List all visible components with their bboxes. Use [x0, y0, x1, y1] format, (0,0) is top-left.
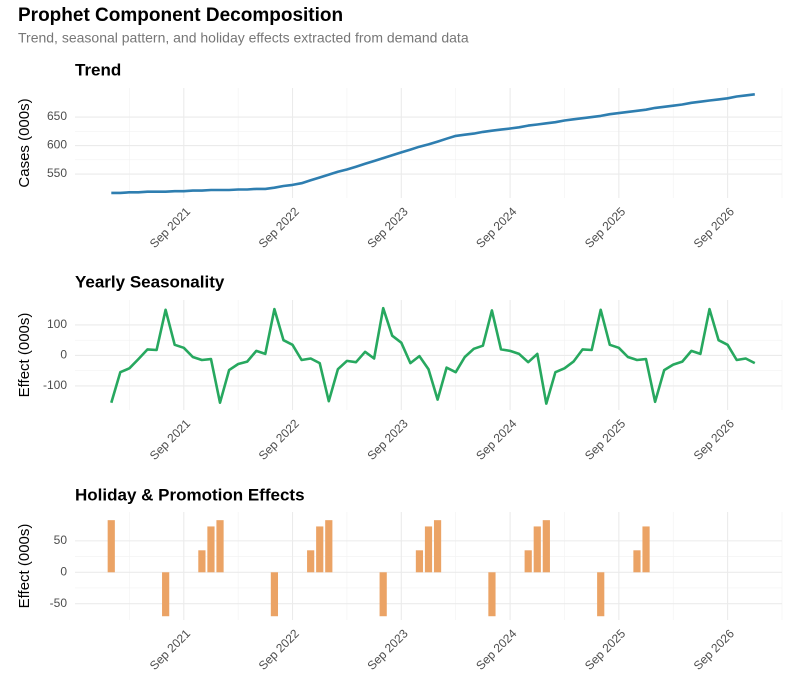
bar — [642, 526, 650, 573]
x-tick-label: Sep 2026 — [691, 416, 737, 462]
bar — [533, 526, 541, 573]
bar — [433, 520, 442, 573]
bar — [488, 572, 496, 617]
y-tick-label: 600 — [47, 138, 67, 152]
x-tick-label: Sep 2021 — [147, 626, 193, 672]
x-tick-label: Sep 2022 — [256, 416, 302, 462]
x-tick-label: Sep 2025 — [582, 204, 628, 250]
x-tick-label: Sep 2021 — [147, 204, 193, 250]
figure-subtitle: Trend, seasonal pattern, and holiday eff… — [18, 30, 469, 46]
panel-title: Holiday & Promotion Effects — [75, 485, 305, 504]
panel-title: Yearly Seasonality — [75, 272, 225, 291]
x-tick-label: Sep 2023 — [364, 626, 410, 672]
trend-line — [111, 93, 755, 195]
y-tick-label: 650 — [47, 109, 67, 123]
x-tick-label: Sep 2022 — [256, 626, 302, 672]
figure-title: Prophet Component Decomposition — [18, 5, 343, 26]
x-tick-label: Sep 2022 — [256, 204, 302, 250]
y-tick-label: 0 — [60, 348, 67, 362]
x-tick-label: Sep 2023 — [364, 416, 410, 462]
x-tick-label: Sep 2023 — [364, 204, 410, 250]
bar — [325, 520, 333, 573]
y-axis-title: Effect (000s) — [16, 313, 33, 398]
bar — [542, 520, 550, 573]
panel-title: Trend — [75, 60, 121, 79]
x-tick-label: Sep 2024 — [473, 626, 519, 672]
bar — [307, 550, 315, 573]
bar — [198, 550, 206, 573]
bar — [162, 572, 170, 617]
x-tick-label: Sep 2021 — [147, 416, 193, 462]
bar — [207, 526, 215, 573]
y-tick-label: 0 — [60, 564, 67, 578]
bar — [597, 572, 605, 617]
x-tick-label: Sep 2025 — [582, 626, 628, 672]
y-tick-label: 550 — [47, 166, 67, 180]
bar — [379, 572, 387, 617]
bar — [270, 572, 279, 617]
x-tick-label: Sep 2026 — [691, 204, 737, 250]
y-tick-label: -50 — [50, 596, 68, 610]
x-tick-label: Sep 2025 — [582, 416, 628, 462]
y-tick-label: 100 — [47, 317, 67, 331]
y-axis-title: Effect (000s) — [16, 524, 33, 609]
bar — [633, 550, 641, 573]
bar — [107, 520, 115, 573]
y-axis-title: Cases (000s) — [16, 98, 33, 187]
x-tick-label: Sep 2026 — [691, 626, 737, 672]
bar — [524, 550, 532, 573]
x-tick-label: Sep 2024 — [473, 204, 519, 250]
bar — [415, 550, 424, 573]
bar — [216, 520, 224, 573]
y-tick-label: -100 — [43, 378, 67, 392]
bar — [424, 526, 433, 573]
x-tick-label: Sep 2024 — [473, 416, 519, 462]
bar — [316, 526, 324, 573]
y-tick-label: 50 — [54, 533, 68, 547]
trend-line — [110, 306, 756, 405]
